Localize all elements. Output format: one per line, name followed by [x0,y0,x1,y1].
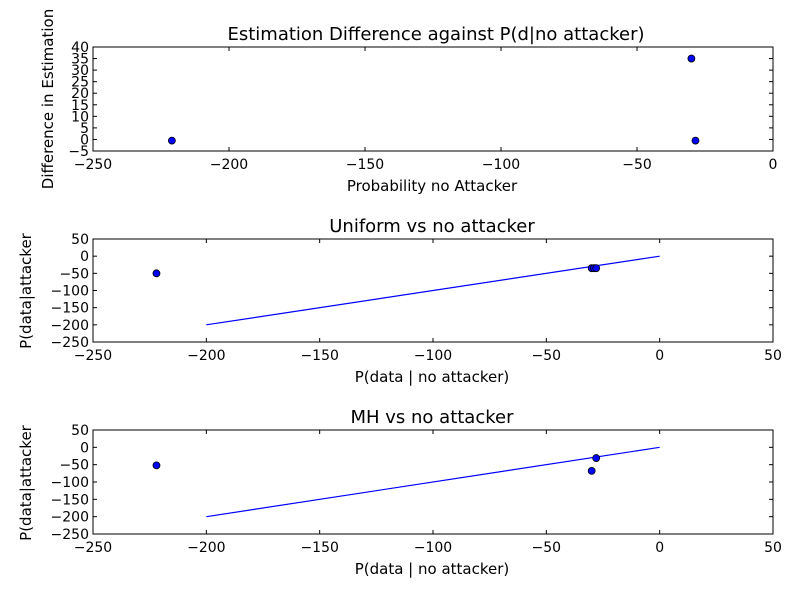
subplot-1-ylabel: Difference in Estimation [39,9,57,189]
subplot-2-ytick-label: −200 [51,318,89,334]
subplot-1: Estimation Difference against P(d|no att… [39,9,777,195]
subplot-2-point [152,269,161,278]
subplot-2-ytick-label: −50 [59,266,89,282]
subplot-1-title: Estimation Difference against P(d|no att… [227,24,644,45]
subplot-1-ytick-label: 25 [71,75,89,91]
subplot-3: MH vs no attacker P(data | no attacker) … [17,407,782,578]
subplot-2: Uniform vs no attacker P(data | no attac… [17,216,782,386]
subplot-1-ytick-label: 0 [80,132,89,148]
subplot-3-title: MH vs no attacker [350,407,514,428]
subplot-2-xtick-label: −50 [532,348,562,364]
subplot-1-ytick-label: 20 [71,86,89,102]
subplot-2-ytick-label: 0 [80,249,89,265]
subplot-3-xtick-label: 50 [764,540,782,556]
subplot-1-point [691,136,700,145]
subplot-2-xtick-label: −100 [414,348,452,364]
subplot-3-xtick-label: −250 [74,540,112,556]
subplot-3-ytick-label: −100 [51,475,89,491]
subplot-3-xlabel: P(data | no attacker) [355,560,510,578]
subplot-1-xtick-label: −200 [210,157,248,173]
subplot-1-ytick-label: 15 [71,98,89,114]
subplot-1-xtick-label: −100 [482,157,520,173]
subplot-3-ytick-label: −50 [59,458,89,474]
subplot-2-xtick-label: −250 [74,348,112,364]
subplot-2-xtick-label: −150 [300,348,338,364]
subplot-3-axes: −250 −200 −150 −100 −50 0 50−250−200−150−100−5… [51,423,782,556]
subplot-1-ytick-label: 5 [80,121,89,137]
subplot-3-xtick-label: −200 [187,540,225,556]
subplot-3-ytick-label: 0 [80,440,89,456]
subplot-2-title: Uniform vs no attacker [329,216,535,237]
subplot-1-ytick-label: −5 [68,144,89,160]
subplot-3-xtick-label: 0 [655,540,664,556]
subplot-3-point [152,461,161,470]
subplot-2-line [206,255,660,326]
subplot-2-point [592,264,601,273]
subplot-2-xtick-label: 0 [655,348,664,364]
subplot-2-ytick-label: −250 [51,335,89,351]
subplot-1-ytick-label: 35 [71,52,89,68]
subplot-3-ytick-label: −250 [51,527,89,543]
subplot-2-ytick-label: −100 [51,284,89,300]
subplot-2-ytick-label: 50 [71,232,89,248]
subplot-2-ylabel: P(data|attacker [17,232,35,349]
subplot-3-point [592,454,601,462]
subplot-2-ytick-label: −150 [51,301,89,317]
subplot-3-ytick-label: 50 [71,423,89,439]
subplot-1-xtick-label: −250 [74,157,112,173]
subplot-3-ylabel: P(data|attacker [17,424,35,541]
subplot-3-xtick-label: −100 [414,540,452,556]
subplot-2-axes: −250 −200 −150 −100 −50 0 50−250−200−150−100−5… [51,232,782,364]
subplot-2-xtick-label: 50 [764,348,782,364]
subplot-3-xtick-label: −50 [532,540,562,556]
subplot-1-point [167,136,176,145]
subplot-1-point [687,54,696,63]
subplot-1-ytick-label: 30 [71,63,89,79]
subplot-1-ytick-label: 10 [71,109,89,125]
subplot-1-xtick-label: −150 [346,157,384,173]
subplot-2-xlabel: P(data | no attacker) [355,368,510,386]
subplot-2-xtick-label: −200 [187,348,225,364]
subplot-1-xtick-label: 0 [769,157,778,173]
subplot-1-frame [92,46,774,152]
subplot-1-xlabel: Probability no Attacker [347,177,518,195]
subplot-3-ytick-label: −150 [51,492,89,508]
subplot-1-ytick-label: 40 [71,40,89,56]
subplot-3-point [587,467,596,475]
subplot-3-xtick-label: −150 [300,540,338,556]
subplot-1-xtick-label: −50 [622,157,652,173]
subplot-3-ytick-label: −200 [51,510,89,526]
subplot-3-line [206,446,660,518]
